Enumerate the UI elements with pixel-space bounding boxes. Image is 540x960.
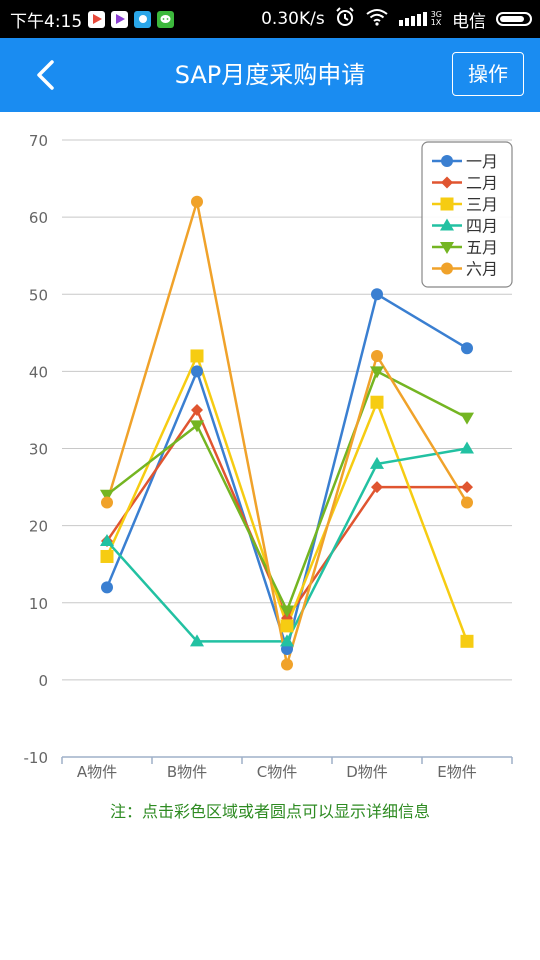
legend-marker[interactable] [441,155,453,167]
data-point[interactable] [190,420,204,433]
y-tick-label: 30 [29,441,48,459]
x-tick-label: D物件 [346,763,388,781]
legend-label[interactable]: 二月 [466,174,498,193]
y-tick-label: -10 [24,749,49,767]
play-icon [111,10,129,28]
data-point[interactable] [191,195,203,208]
legend-marker[interactable] [440,218,454,231]
app-icon [134,10,152,28]
data-point[interactable] [281,658,293,671]
wifi-icon [365,8,389,31]
status-left: 下午4:15 [10,0,175,38]
data-point[interactable] [371,349,383,362]
y-tick-label: 70 [29,132,48,150]
x-tick-label: B物件 [167,763,207,781]
data-point[interactable] [101,496,113,509]
data-point[interactable] [461,496,473,509]
legend-label[interactable]: 三月 [466,195,498,214]
legend-label[interactable]: 五月 [466,238,498,257]
y-tick-label: 20 [29,518,48,536]
play-icon [88,10,106,28]
data-point[interactable] [190,634,204,647]
hint-note: 注：点击彩色区域或者圆点可以显示详细信息 [109,802,430,821]
battery-icon [496,12,532,26]
data-point[interactable] [461,342,473,355]
series-line[interactable] [105,354,469,642]
line-chart: -10 0 10 20 30 40 50 60 70 A物件 B物件 C物件 D物件 E物件 一月二月三月四… [24,132,513,781]
wechat-icon [157,10,175,28]
x-tick-label: A物件 [77,763,117,781]
y-tick-label: 0 [38,672,48,690]
status-time: 下午4:15 [10,11,83,32]
alarm-icon [335,6,355,32]
data-point[interactable] [100,489,114,502]
data-point[interactable] [370,456,384,469]
data-point[interactable] [191,365,203,378]
series-line[interactable] [105,408,467,620]
data-point[interactable] [100,534,114,547]
legend-marker[interactable] [441,262,453,275]
series-line[interactable] [105,200,469,666]
data-point[interactable] [280,605,294,618]
data-point[interactable] [191,403,203,416]
page-title: SAP月度采购申请 [174,61,366,89]
carrier-name: 电信 [452,11,486,32]
data-point[interactable] [371,288,383,301]
legend-marker[interactable] [440,197,454,211]
series-line[interactable] [106,370,468,612]
x-tick-label: C物件 [257,763,297,781]
data-point[interactable] [461,481,473,494]
chart-area: -10 0 10 20 30 40 50 60 70 A物件 B物件 C物件 D物件 E物件 一月二月三月四… [0,112,540,802]
data-point[interactable] [101,581,113,594]
data-point[interactable] [280,634,294,647]
data-point[interactable] [370,366,384,379]
series-line[interactable] [105,293,468,651]
data-point[interactable] [100,549,114,563]
data-point[interactable] [280,619,294,633]
network-speed: 0.30K/s [261,9,325,29]
y-tick-label: 10 [29,595,48,613]
legend-label[interactable]: 六月 [466,260,498,279]
data-point[interactable] [371,481,383,494]
data-point[interactable] [190,349,204,363]
y-tick-label: 60 [29,209,48,227]
legend [421,141,513,288]
network-type: 3G 1X [430,10,442,27]
y-tick-label: 50 [29,286,48,304]
y-tick-label: 40 [29,363,48,381]
back-button[interactable] [20,52,70,98]
data-point[interactable] [370,395,384,409]
legend-marker[interactable] [440,242,454,254]
x-tick-label: E物件 [437,763,476,781]
action-button[interactable]: 操作 [452,52,524,96]
data-point[interactable] [460,412,474,425]
title-bar: SAP月度采购申请 操作 [0,38,540,112]
legend-marker[interactable] [441,176,453,189]
legend-label[interactable]: 一月 [466,152,498,171]
data-point[interactable] [460,441,474,454]
status-right: 0.30K/s 3G 1X 电信 [261,0,532,38]
chevron-left-icon [37,60,54,90]
legend-label[interactable]: 四月 [466,217,498,236]
data-point[interactable] [460,634,474,648]
status-bar: 下午4:15 0.30K/s 3G 1X 电信 [0,0,540,38]
signal-icon: 3G 1X [398,10,442,27]
